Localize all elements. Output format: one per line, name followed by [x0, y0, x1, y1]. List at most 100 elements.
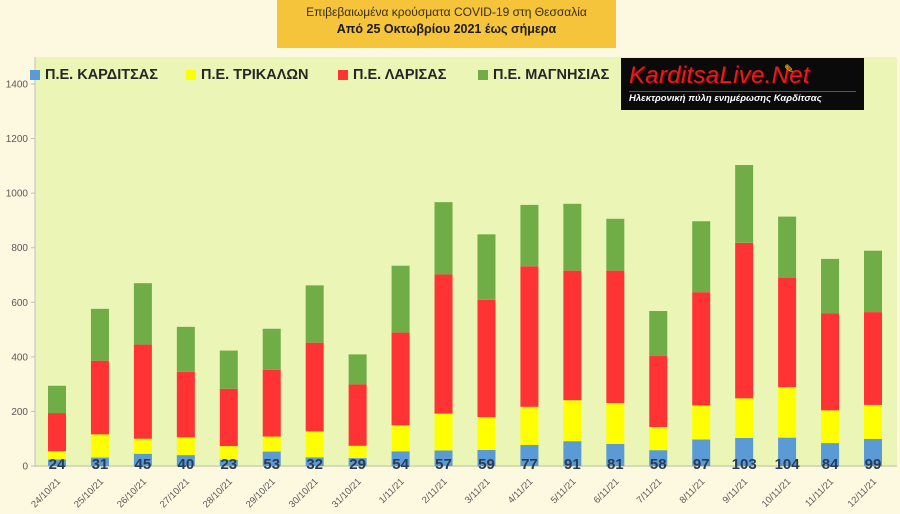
bar-segment	[348, 384, 367, 446]
bar-segment	[219, 446, 238, 460]
x-tick-label: 5/11/21	[549, 476, 579, 506]
bar-segment	[520, 266, 539, 407]
bar-segment	[133, 344, 152, 439]
bar-segment	[477, 417, 496, 450]
bar-segment	[391, 451, 410, 466]
bar-segment	[90, 434, 109, 458]
bar-segment	[821, 313, 840, 411]
bar-segment	[735, 242, 754, 399]
bar-segment	[133, 453, 152, 466]
legend-swatch-trikala	[186, 69, 196, 80]
bar-segment	[262, 369, 281, 437]
x-tick-label: 31/10/21	[330, 476, 364, 510]
bar-segment	[778, 387, 797, 438]
bar-segment	[133, 438, 152, 454]
legend-label-magnisia: Π.Ε. ΜΑΓΝΗΣΙΑΣ	[493, 66, 610, 83]
bar-segment	[692, 221, 711, 293]
y-tick-label: 200	[11, 407, 28, 418]
data-label: 59	[478, 456, 495, 473]
bar-segment	[649, 450, 668, 466]
bar-segment	[262, 451, 281, 466]
data-label: 84	[822, 456, 839, 473]
bar-segment	[176, 326, 195, 372]
bar-segment	[864, 438, 882, 466]
bar-segment	[864, 312, 882, 405]
bar-segment	[391, 332, 410, 426]
x-tick-label: 3/11/21	[463, 476, 493, 506]
bar-segment	[219, 350, 238, 389]
legend-swatch-magnisia	[478, 69, 488, 80]
bar-segment	[821, 443, 840, 466]
bar-segment	[563, 441, 582, 466]
bar-segment	[477, 234, 496, 300]
data-label: 104	[775, 456, 801, 473]
bar-segment	[262, 436, 281, 452]
bar-segment	[692, 292, 711, 406]
bar-segment	[305, 457, 324, 466]
logo-tagline: Ηλεκτρονική πύλη ενημέρωσης Καρδίτσας	[629, 91, 856, 106]
bar-segment	[778, 437, 797, 466]
legend-item-karditsa: Π.Ε. ΚΑΡΔΙΤΣΑΣ	[30, 66, 158, 83]
chart-title-box: Επιβεβαιωμένα κρούσματα COVID-19 στη Θεσ…	[277, 0, 616, 48]
bar-segment	[90, 457, 109, 466]
bar-segment	[434, 413, 453, 451]
bar-segment	[348, 458, 367, 466]
bar-segment	[434, 274, 453, 414]
bar-segment	[219, 459, 238, 466]
x-tick-label: 12/11/21	[846, 476, 879, 509]
bar-segment	[735, 437, 754, 466]
logo-brand: KarditsaLive.Net	[629, 62, 810, 89]
bar-segment	[305, 342, 324, 432]
karditsalive-logo: KarditsaLive.Net ✎ Ηλεκτρονική πύλη ενημ…	[621, 58, 864, 110]
bar-segment	[477, 299, 496, 418]
bar-segment	[48, 385, 66, 414]
data-label: 31	[92, 456, 109, 473]
bar-segment	[305, 431, 324, 458]
x-tick-label: 27/10/21	[158, 476, 192, 510]
legend-swatch-larisa	[338, 69, 348, 80]
bar-segment	[90, 308, 109, 361]
bar-segment	[90, 360, 109, 435]
x-tick-label: 29/10/21	[244, 476, 278, 510]
data-label: 32	[306, 456, 323, 473]
bar-segment	[778, 216, 797, 279]
bar-segment	[692, 439, 711, 466]
data-label: 45	[135, 456, 152, 473]
data-label: 40	[177, 456, 194, 473]
legend-item-larisa: Π.Ε. ΛΑΡΙΣΑΣ	[338, 66, 447, 83]
bar-segment	[520, 444, 539, 466]
data-label: 91	[564, 456, 581, 473]
bar-segment	[348, 445, 367, 459]
bar-segment	[821, 258, 840, 314]
legend-item-trikala: Π.Ε. ΤΡΙΚΑΛΩΝ	[186, 66, 309, 83]
y-tick-label: 600	[11, 298, 28, 309]
bar-segment	[563, 270, 582, 401]
bar-segment	[692, 405, 711, 440]
bar-segment	[735, 398, 754, 438]
legend-label-larisa: Π.Ε. ΛΑΡΙΣΑΣ	[353, 66, 447, 83]
bar-segment	[606, 218, 625, 271]
bar-segment	[176, 437, 195, 456]
bar-segment	[735, 165, 754, 243]
x-tick-label: 2/11/21	[420, 476, 450, 506]
x-tick-label: 9/11/21	[721, 476, 751, 506]
chart-subtitle: Από 25 Οκτωβρίου 2021 έως σήμερα	[336, 22, 557, 36]
x-tick-label: 28/10/21	[201, 476, 235, 510]
data-label: 77	[521, 456, 538, 473]
y-tick-label: 1000	[6, 189, 29, 200]
bar-segment	[133, 283, 152, 345]
x-tick-label: 25/10/21	[72, 476, 106, 510]
data-label: 54	[392, 456, 409, 473]
bar-segment	[606, 402, 625, 444]
plot-area	[35, 57, 897, 467]
chart-title: Επιβεβαιωμένα κρούσματα COVID-19 στη Θεσ…	[306, 5, 587, 19]
legend-swatch-karditsa	[30, 69, 40, 80]
bar-segment	[563, 400, 582, 442]
bar-segment	[219, 388, 238, 447]
bar-segment	[520, 406, 539, 445]
x-tick-label: 7/11/21	[635, 476, 665, 506]
bar-segment	[434, 202, 453, 275]
data-label: 97	[693, 456, 710, 473]
bar-segment	[477, 449, 496, 466]
